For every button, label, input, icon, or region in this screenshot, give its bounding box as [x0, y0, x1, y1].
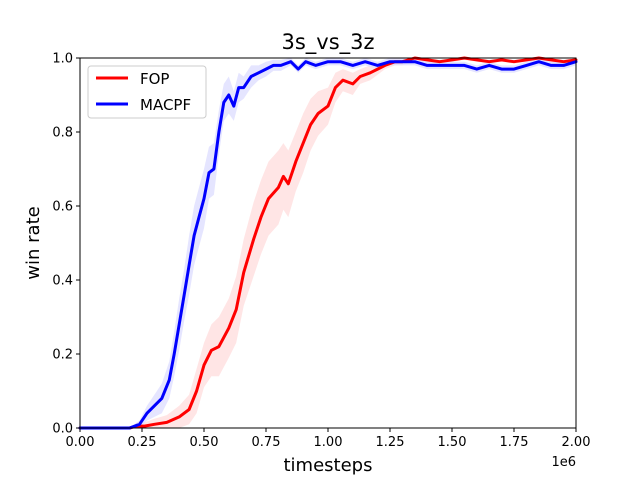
x-tick-label: 0.50	[190, 435, 219, 450]
plot-area	[78, 56, 578, 430]
legend-label-macpf: MACPF	[140, 96, 191, 114]
y-tick-label: 1.0	[52, 52, 73, 67]
y-tick-label: 0.0	[52, 422, 73, 437]
x-tick-label: 0.75	[252, 435, 281, 450]
y-tick-label: 0.2	[52, 348, 73, 363]
x-tick-label: 1.00	[314, 435, 343, 450]
legend: FOP MACPF	[87, 65, 207, 119]
x-tick-label: 1.75	[500, 435, 529, 450]
series-line-macpf	[78, 60, 578, 430]
legend-label-fop: FOP	[140, 70, 169, 88]
x-tick-label: 1.25	[376, 435, 405, 450]
x-axis-offset-label: 1e6	[551, 455, 576, 470]
x-tick-label: 0.25	[128, 435, 157, 450]
chart-title: 3s_vs_3z	[281, 30, 374, 55]
y-tick-label: 0.6	[52, 200, 73, 215]
series-lines	[78, 56, 578, 430]
x-axis-ticks: 0.00 0.25 0.50 0.75 1.00 1.25 1.50 1.75 2.00	[66, 428, 591, 450]
x-tick-label: 2.00	[562, 435, 591, 450]
x-tick-label: 1.50	[438, 435, 467, 450]
y-tick-label: 0.4	[52, 274, 73, 289]
y-axis-ticks: 0.0 0.2 0.4 0.6 0.8 1.0	[52, 52, 80, 437]
x-tick-label: 0.00	[66, 435, 95, 450]
y-tick-label: 0.8	[52, 126, 73, 141]
x-axis-label: timesteps	[284, 455, 373, 476]
y-axis-label: win rate	[23, 206, 44, 279]
series-line-fop	[78, 56, 578, 430]
